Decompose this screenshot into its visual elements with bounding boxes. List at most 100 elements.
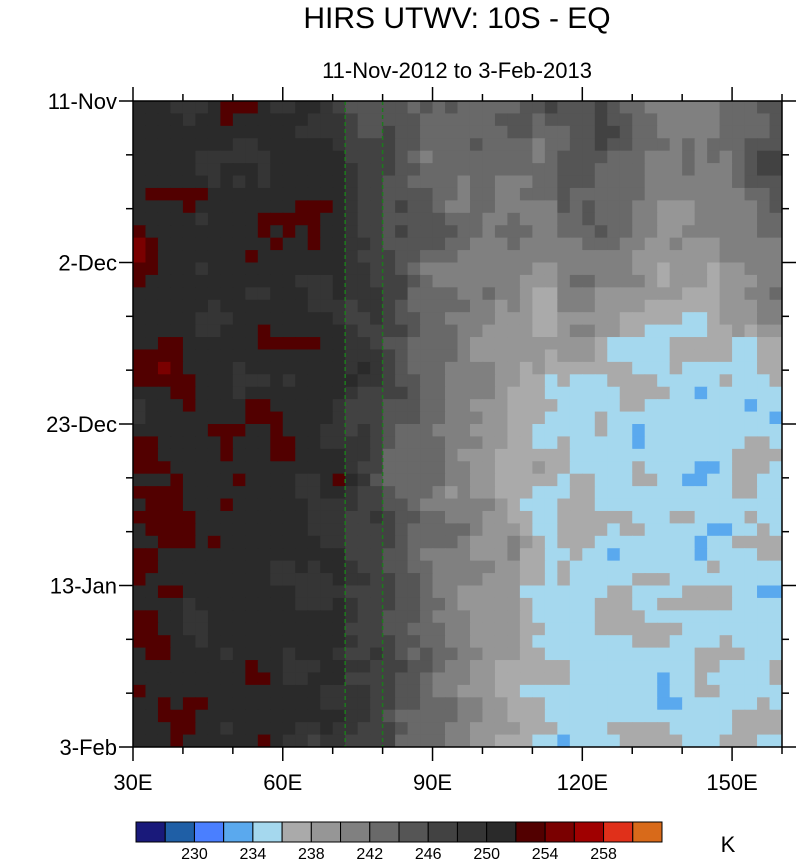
field-cell [569,312,583,326]
field-cell [657,101,671,115]
field-cell [170,722,184,736]
field-cell [382,610,396,624]
field-cell [145,349,159,363]
field-cell [345,399,359,413]
field-cell [619,709,633,723]
field-cell [732,560,746,574]
field-cell [707,585,721,599]
field-cell [669,374,683,388]
field-cell [582,287,596,301]
field-cell [307,187,321,201]
field-cell [157,150,172,164]
field-cell [195,187,209,201]
field-cell [644,660,658,674]
field-cell [395,684,409,698]
field-cell [594,610,608,624]
field-cell [682,436,696,450]
field-cell [332,647,346,661]
field-cell [569,187,583,201]
field-cell [382,635,396,649]
field-cell [669,287,683,301]
field-cell [657,622,671,636]
field-cell [307,510,321,524]
field-cell [632,150,646,164]
field-cell [532,374,546,388]
x-axis: 30E 60E 90E 120E 150E [113,87,783,795]
field-cell [569,486,583,500]
field-cell [719,287,733,301]
field-cell [544,386,558,400]
field-cell [307,399,321,413]
field-cell [232,274,246,288]
field-cell [170,386,184,400]
field-cell [245,274,259,288]
field-cell [332,274,346,288]
field-cell [195,411,209,425]
y-tick-label: 23-Dec [46,412,117,437]
field-cell [345,660,359,674]
field-cell [432,560,446,574]
field-cell [732,411,746,425]
field-cell [594,461,608,475]
field-cell [320,138,334,152]
field-cell [257,113,271,127]
field-cell [282,461,296,475]
y-tick-label: 13-Jan [50,574,117,599]
field-cell [744,411,758,425]
field-cell [707,709,721,723]
field-cell [519,436,533,450]
field-cell [145,175,159,189]
field-cell [407,573,421,587]
field-cell [669,399,683,413]
field-cell [295,448,309,462]
field-cell [182,498,196,512]
field-cell [357,510,371,524]
field-cell [182,709,196,723]
field-cell [557,734,571,747]
field-cell [607,635,621,649]
field-cell [707,461,721,475]
field-cell [295,535,309,549]
field-cell [157,274,172,288]
field-cell [245,399,259,413]
field-cell [295,486,309,500]
field-cell [719,361,733,375]
field-cell [257,175,271,189]
field-cell [619,498,633,512]
field-cell [457,299,471,313]
field-cell [270,498,284,512]
field-cell [332,150,346,164]
field-cell [619,411,633,425]
field-cell [482,386,496,400]
field-cell [245,697,259,711]
field-cell [669,660,683,674]
field-cell [482,498,496,512]
field-cell [619,548,633,562]
field-cell [507,424,521,438]
field-cell [582,274,596,288]
field-cell [420,424,434,438]
field-cell [257,163,271,177]
field-cell [320,635,334,649]
field-cell [494,560,509,574]
field-cell [257,386,271,400]
field-cell [657,212,671,226]
field-cell [719,274,733,288]
field-cell [445,660,459,674]
field-cell [732,597,746,611]
field-cell [594,349,608,363]
field-cell [719,337,733,351]
field-cell [569,697,583,711]
field-cell [220,250,234,264]
field-cell [569,635,583,649]
field-cell [732,287,746,301]
field-cell [382,399,396,413]
field-cell [332,660,346,674]
field-cell [182,722,196,736]
field-cell [682,709,696,723]
field-cell [382,597,396,611]
field-cell [420,163,434,177]
field-cell [494,672,509,686]
field-cell [370,262,384,276]
